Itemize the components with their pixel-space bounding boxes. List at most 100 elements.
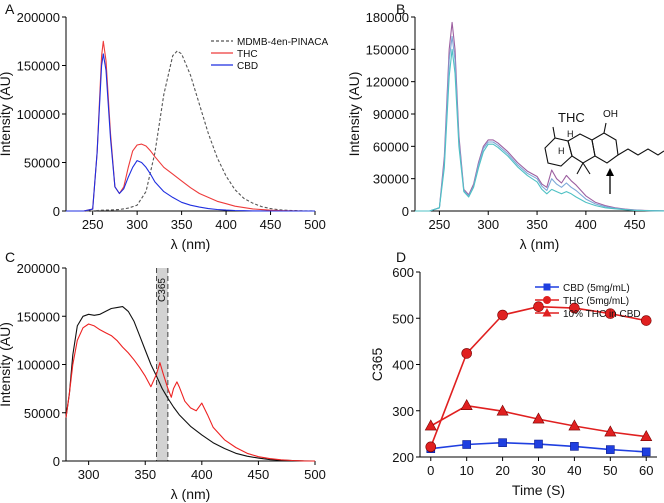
x-tick-label: 300 [78, 467, 100, 482]
x-tick-label: 350 [171, 217, 193, 232]
y-tick-label: 60000 [373, 139, 409, 154]
panel-letter-c: C [5, 249, 15, 265]
x-tick-label: 450 [260, 217, 282, 232]
y-tick-label: 30000 [373, 172, 409, 187]
legend-label: 10% THC in CBD [563, 309, 641, 320]
thc-structure-label: THC [558, 110, 585, 125]
y-tick-label: 200000 [17, 10, 60, 25]
legend-label: CBD [237, 61, 258, 72]
y-axis-title: Intensity (AU) [346, 72, 362, 157]
data-point-square [641, 447, 651, 457]
x-tick-label: 450 [248, 467, 270, 482]
y-tick-label: 500 [392, 311, 414, 326]
legend-label: THC [237, 49, 258, 60]
data-point-circle [605, 308, 616, 319]
y-tick-label: 150000 [17, 59, 60, 74]
y-tick-label: 600 [392, 265, 414, 280]
panel-a: A 250 300 350 400 450 500 0 50000 100000 150000 200… [0, 1, 328, 252]
panel-letter-d: D [396, 249, 406, 265]
x-axis-title: λ (nm) [171, 486, 211, 502]
x-tick-label: 300 [126, 217, 148, 232]
series-line-0 [65, 306, 316, 462]
increase-arrow-head [606, 168, 614, 176]
legend-marker-triangle [542, 308, 552, 317]
x-tick-label: 400 [575, 217, 597, 232]
y-tick-label: 50000 [24, 406, 60, 421]
legend-marker-circle [543, 296, 551, 304]
legend-label: CBD (5mg/mL) [563, 283, 630, 294]
c365-band [156, 268, 168, 461]
legend-label: MDMB-4en-PINACA [237, 37, 328, 48]
y-tick-label: 0 [402, 204, 409, 219]
x-tick-label: 350 [134, 467, 156, 482]
legend-marker-square [543, 283, 551, 291]
pentyl-chain [617, 148, 664, 156]
x-tick-label: 500 [304, 217, 326, 232]
series-line-0 [415, 21, 664, 212]
x-axis-title: Time (S) [512, 482, 565, 498]
x-tick-label: 300 [477, 217, 499, 232]
y-axis-title: Intensity (AU) [0, 72, 13, 157]
data-point-circle [497, 309, 508, 321]
y-tick-label: 50000 [24, 156, 60, 171]
ring-benzene [591, 132, 619, 164]
data-point-square [570, 442, 579, 451]
dimethyl-bond-1 [576, 162, 584, 175]
stereo-h-label-2: H [558, 146, 565, 156]
x-tick-label: 0 [427, 463, 434, 478]
x-tick-label: 350 [526, 217, 548, 232]
data-point-triangle [640, 430, 653, 441]
y-tick-label: 0 [53, 454, 60, 469]
series-line-1 [415, 35, 664, 212]
x-tick-label: 10 [459, 463, 473, 478]
y-tick-label: 100000 [17, 107, 60, 122]
series-line-2 [415, 48, 664, 212]
data-point-triangle [568, 419, 581, 431]
x-tick-label: 400 [215, 217, 237, 232]
x-tick-label: 20 [495, 463, 509, 478]
legend-label: THC (5mg/mL) [563, 296, 629, 307]
legend-d: CBD (5mg/mL) THC (5mg/mL) 10% THC in CBD [535, 283, 641, 320]
series-line-0 [66, 50, 316, 212]
x-tick-label: 250 [429, 217, 451, 232]
data-point-circle [640, 315, 652, 326]
data-point-square [462, 440, 471, 449]
y-tick-label: 0 [53, 204, 60, 219]
y-tick-label: 200000 [17, 261, 60, 276]
x-axis-title: λ (nm) [520, 236, 560, 252]
data-point-circle [425, 441, 437, 453]
x-tick-label: 30 [531, 463, 545, 478]
hydroxyl-label: OH [603, 109, 618, 120]
x-tick-label: 60 [639, 463, 653, 478]
y-tick-label: 100000 [17, 358, 60, 373]
methyl-bond [552, 126, 556, 139]
x-tick-label: 40 [567, 463, 581, 478]
x-tick-label: 400 [191, 467, 213, 482]
data-point-triangle [424, 419, 437, 431]
x-tick-label: 250 [82, 217, 104, 232]
x-axis-title: λ (nm) [171, 236, 211, 252]
data-point-triangle [532, 412, 545, 424]
y-axis-title: C365 [369, 348, 385, 382]
panel-letter-b: B [396, 1, 405, 17]
data-point-circle [533, 301, 544, 312]
y-tick-label: 300 [392, 404, 414, 419]
y-tick-label: 150000 [366, 42, 409, 57]
dimethyl-bond-2 [582, 162, 591, 175]
data-point-triangle [460, 399, 473, 410]
panel-letter-a: A [5, 1, 15, 17]
series-line-1 [430, 305, 647, 448]
panel-b: B 250 300 350 400 450 0 30000 60000 90000 120000 15… [346, 1, 664, 252]
panel-c: C C365 300 350 400 450 500 0 50000 100000 150000 20… [0, 249, 326, 502]
data-point-square [498, 438, 507, 447]
y-tick-label: 150000 [17, 309, 60, 324]
y-tick-label: 200 [392, 450, 414, 465]
series-line-1 [65, 323, 316, 462]
thc-structure: THC OH HH [544, 109, 664, 175]
y-tick-label: 120000 [366, 75, 409, 90]
panel-d: D 0 10 20 30 40 50 60 200 300 400 500 600 Time (S) C36… [369, 249, 657, 498]
y-tick-label: 180000 [366, 10, 409, 25]
y-tick-label: 90000 [373, 107, 409, 122]
series-line-2 [66, 53, 315, 212]
